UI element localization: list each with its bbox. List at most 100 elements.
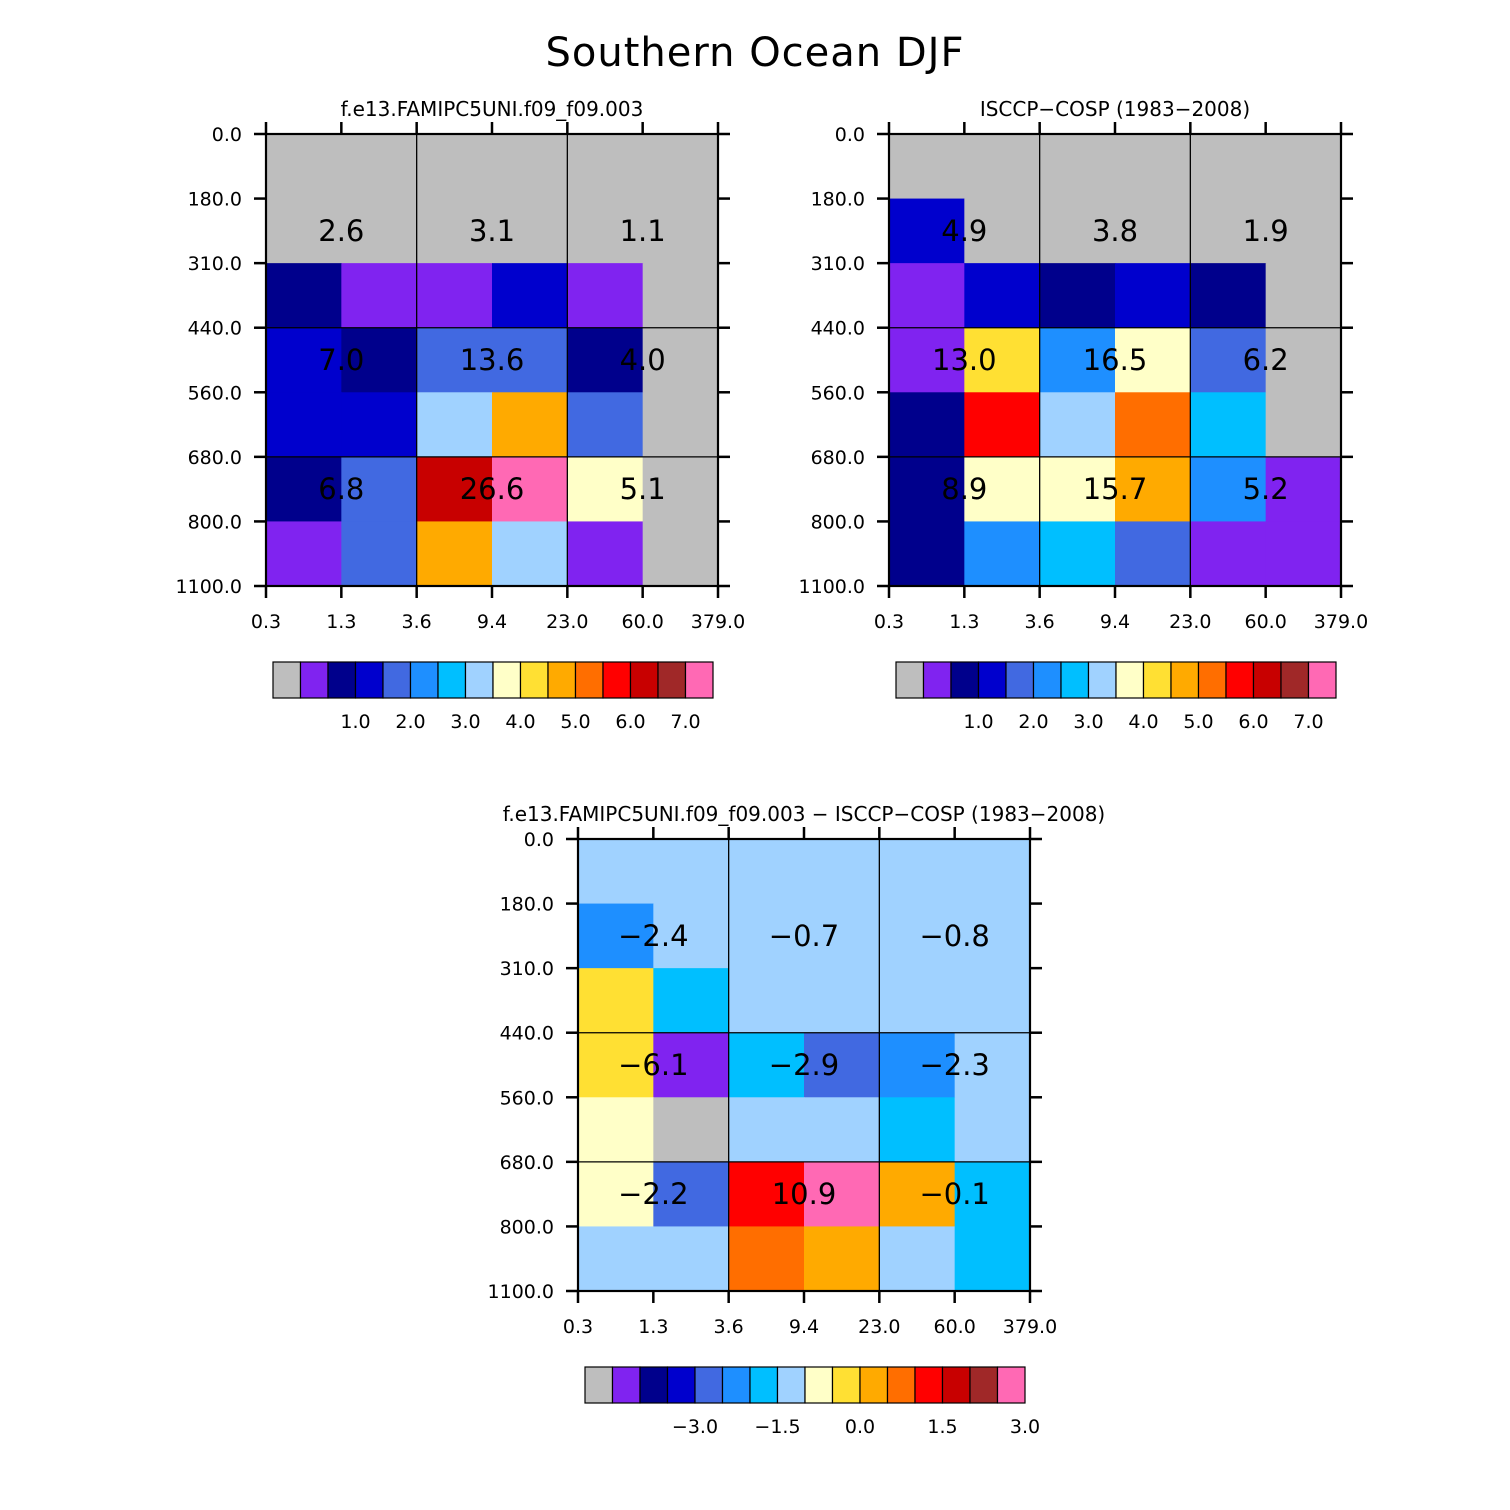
- colorbar-box: [977, 661, 1007, 699]
- heatmap-cell: [889, 392, 965, 458]
- heatmap-cell: [879, 968, 956, 1034]
- y-tick-label: 0.0: [835, 124, 865, 146]
- heatmap-cell: [341, 327, 418, 393]
- colorbar-box: [996, 1366, 1026, 1404]
- y-tick-label: 180.0: [811, 189, 865, 211]
- block-sum-label: −2.9: [769, 1048, 839, 1082]
- colorbar-box: [492, 661, 522, 699]
- colorbar-box: [804, 1366, 834, 1404]
- y-tick-label: 310.0: [811, 253, 865, 275]
- heatmap-cell: [266, 456, 342, 523]
- colorbar-label: 1.0: [963, 711, 993, 733]
- heatmap-cell: [567, 198, 644, 264]
- heatmap-cell: [578, 1032, 654, 1098]
- heatmap-cell: [653, 903, 730, 969]
- y-tick-label: 440.0: [188, 318, 242, 340]
- heatmap-cell: [567, 456, 644, 523]
- heatmap-cell: [1115, 521, 1191, 587]
- heatmap-cell: [642, 134, 719, 200]
- colorbar-label: 3.0: [1073, 711, 1103, 733]
- y-tick-label: 560.0: [811, 382, 865, 404]
- heatmap-cell: [416, 198, 493, 264]
- panel-observations: ISCCP−COSP (1983−2008) 0.0 180.0 310.0 440.0…: [799, 97, 1369, 733]
- heatmap-cell: [653, 968, 730, 1034]
- colorbar-box: [1197, 661, 1227, 699]
- x-tick-label: 23.0: [1169, 611, 1211, 633]
- heatmap-cell: [1190, 327, 1267, 393]
- heatmap-cell: [964, 198, 1041, 264]
- colorbar-box: [950, 661, 980, 699]
- heatmap-cell: [642, 456, 719, 523]
- heatmap-cell: [804, 839, 880, 905]
- heatmap-cell: [416, 456, 493, 523]
- colorbar-box: [382, 661, 412, 699]
- heatmap-cell: [1039, 134, 1116, 200]
- heatmap-cell: [266, 198, 342, 264]
- block-sum-label: −2.3: [919, 1048, 989, 1082]
- heatmap-cell: [1190, 521, 1267, 587]
- x-tick-label: 379.0: [1003, 1316, 1057, 1338]
- heatmap-cell: [889, 198, 965, 264]
- heatmap-cell: [1115, 327, 1191, 393]
- heatmap-cell: [492, 263, 568, 329]
- heatmap-cell: [266, 263, 342, 329]
- heatmap-cell: [416, 392, 493, 458]
- heatmap-cell: [266, 134, 342, 200]
- heatmap-cell: [954, 1097, 1031, 1163]
- heatmap-cell: [879, 903, 956, 969]
- heatmap-cell: [954, 1226, 1031, 1292]
- y-tick-label: 1100.0: [176, 576, 242, 598]
- x-tick-label: 23.0: [858, 1316, 900, 1338]
- heatmap-cell: [642, 263, 719, 329]
- colorbar-box: [969, 1366, 999, 1404]
- colorbar-box: [611, 1366, 641, 1404]
- y-tick-label: 1100.0: [799, 576, 865, 598]
- heatmap-cell: [567, 521, 644, 587]
- heatmap-cell: [1115, 134, 1191, 200]
- heatmap-cell: [341, 392, 418, 458]
- heatmap-cell: [341, 134, 418, 200]
- heatmap-cell: [578, 903, 654, 969]
- heatmap-cell: [964, 392, 1041, 458]
- heatmap-cell: [804, 1226, 880, 1292]
- colorbar-box: [272, 661, 302, 699]
- heatmap-cell: [266, 392, 342, 458]
- heatmap-cell: [642, 198, 719, 264]
- heatmap-cell: [341, 198, 418, 264]
- colorbar-box: [859, 1366, 889, 1404]
- heatmap-cell: [492, 456, 568, 523]
- block-sum-label: −2.2: [618, 1177, 688, 1211]
- heatmap-cell: [728, 903, 805, 969]
- block-sum-label: −0.7: [769, 919, 839, 953]
- colorbar-box: [584, 1366, 614, 1404]
- colorbar-box: [639, 1366, 669, 1404]
- block-sum-label: 13.6: [460, 343, 525, 377]
- heatmap-cell: [416, 263, 493, 329]
- colorbar-box: [895, 661, 925, 699]
- block-sum-label: 1.9: [1243, 214, 1289, 248]
- heatmap-cell: [879, 1032, 956, 1098]
- block-sum-label: −0.1: [919, 1177, 989, 1211]
- colorbar-label: 0.0: [845, 1416, 875, 1438]
- heatmap-cell: [954, 903, 1031, 969]
- heatmap-cell: [804, 1097, 880, 1163]
- heatmap-cell: [879, 839, 956, 905]
- heatmap-cell: [1190, 263, 1267, 329]
- colorbar-box: [1307, 661, 1337, 699]
- heatmap-cell: [728, 1032, 805, 1098]
- heatmap-cell: [642, 392, 719, 458]
- y-tick-label: 0.0: [212, 124, 242, 146]
- heatmap-cell: [804, 968, 880, 1034]
- y-tick-label: 310.0: [500, 958, 554, 980]
- block-sum-label: 7.0: [318, 343, 364, 377]
- heatmap-cell: [492, 198, 568, 264]
- heatmap-cell: [728, 1161, 805, 1228]
- x-tick-label: 1.3: [949, 611, 979, 633]
- x-tick-label: 1.3: [326, 611, 356, 633]
- heatmap-cell: [889, 263, 965, 329]
- heatmap-cell: [341, 456, 418, 523]
- block-sum-label: −2.4: [618, 919, 688, 953]
- colorbar-box: [666, 1366, 696, 1404]
- x-tick-label: 3.6: [714, 1316, 744, 1338]
- heatmap-cell: [578, 839, 654, 905]
